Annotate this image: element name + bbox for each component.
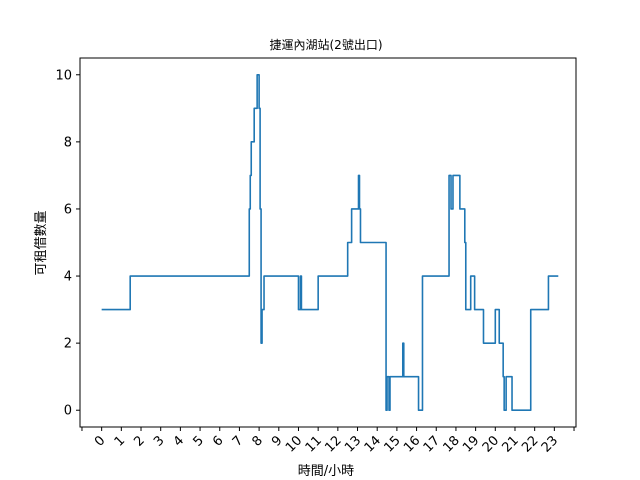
y-axis-label: 可租借數量 bbox=[34, 210, 49, 275]
chart-title: 捷運內湖站(2號出口) bbox=[270, 37, 383, 52]
series-line-0 bbox=[101, 73, 559, 412]
y-tick-label: 8 bbox=[64, 135, 72, 150]
x-tick-label: 3 bbox=[151, 433, 167, 449]
x-tick-label: 4 bbox=[171, 433, 187, 449]
y-tick-label: 0 bbox=[64, 404, 72, 419]
x-tick-label: 9 bbox=[269, 433, 285, 449]
x-tick-label: 5 bbox=[190, 433, 206, 449]
x-tick-label: 8 bbox=[249, 433, 265, 449]
y-tick-label: 2 bbox=[64, 337, 72, 352]
y-tick-label: 10 bbox=[55, 68, 72, 83]
y-tick-label: 6 bbox=[64, 202, 72, 217]
x-tick-label: 2 bbox=[131, 433, 147, 449]
x-axis-label: 時間/小時 bbox=[298, 464, 354, 479]
y-tick-label: 4 bbox=[64, 270, 72, 285]
x-tick-label: 6 bbox=[210, 433, 226, 449]
plot-frame bbox=[79, 57, 577, 428]
x-tick-label: 7 bbox=[230, 433, 246, 449]
x-tick-label: 23 bbox=[539, 433, 561, 455]
x-tick-label: 1 bbox=[112, 433, 128, 449]
x-tick-label: 0 bbox=[92, 433, 108, 449]
